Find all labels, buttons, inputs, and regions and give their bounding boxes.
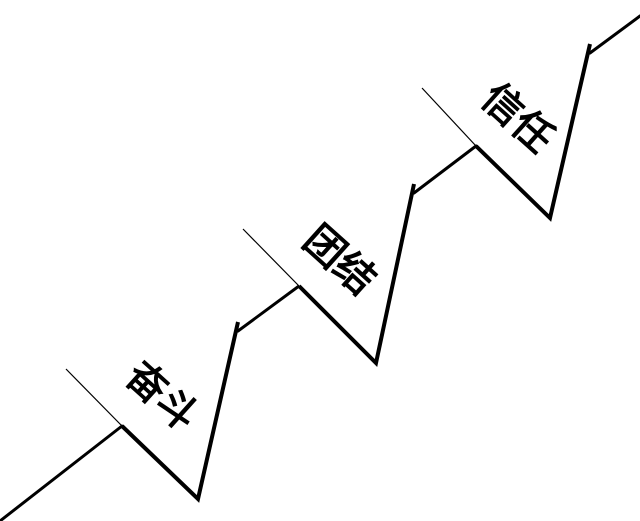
pennant-2-shape (243, 184, 414, 363)
pennant-1-shape (66, 322, 238, 499)
pennant-2: 团结 (242, 183, 416, 368)
pennant-3-shape (422, 44, 590, 218)
pennant-1-outline (120, 321, 240, 503)
pennant-3-top-edge (421, 87, 477, 147)
string-segment-3 (412, 144, 478, 195)
pennant-2-top-edge (242, 228, 300, 287)
pennant-1-top-edge (65, 368, 123, 427)
pennant-3: 信任 (421, 43, 592, 222)
string-segment-2 (236, 284, 301, 333)
string-segment-1 (0, 424, 124, 521)
pennant-3-outline (474, 43, 592, 222)
banner-string (0, 14, 640, 521)
pennant-1: 奋斗 (65, 321, 240, 503)
pennant-2-outline (297, 183, 416, 368)
string-segment-4 (588, 14, 640, 55)
